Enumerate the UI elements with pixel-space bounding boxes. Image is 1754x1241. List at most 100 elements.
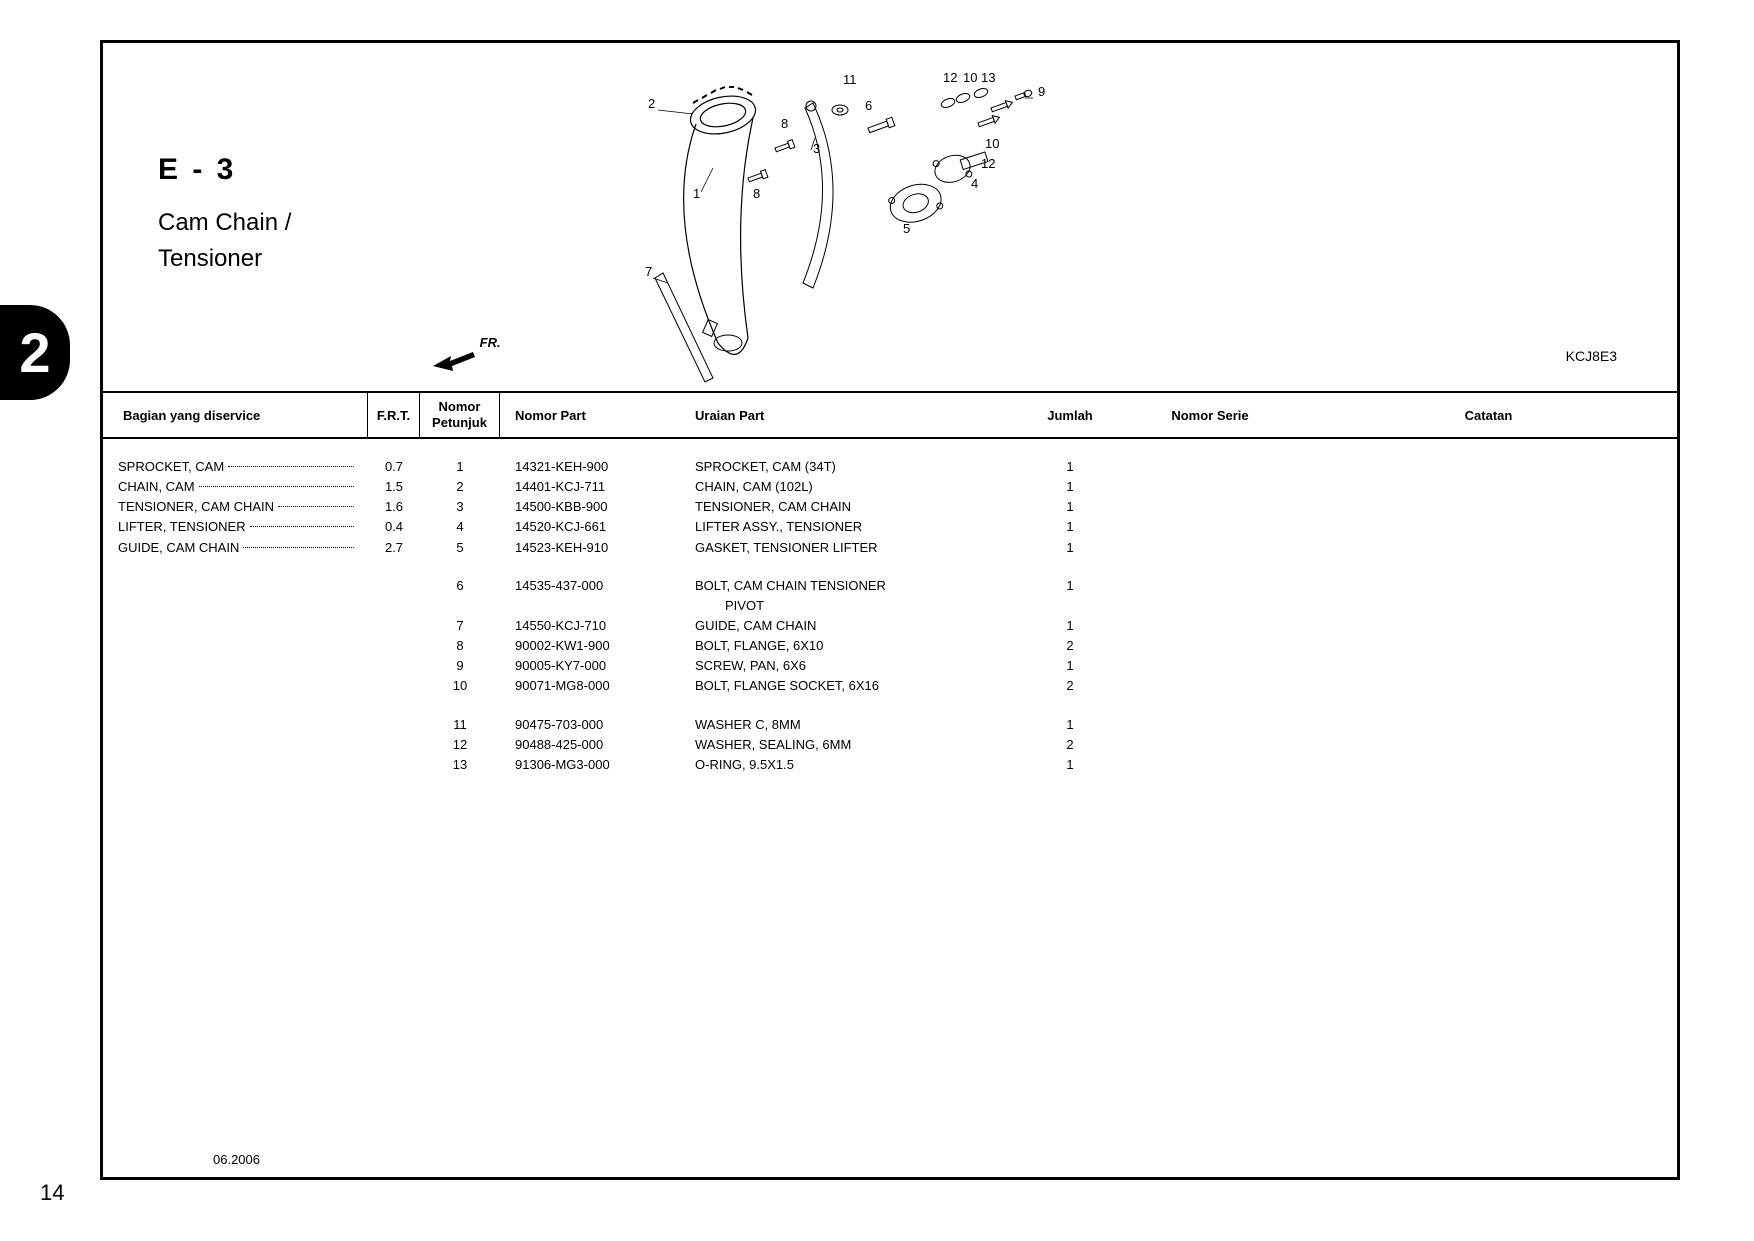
qty-value: 1 — [1020, 616, 1120, 636]
exploded-diagram: 1234567889101011121213 — [553, 68, 1073, 388]
callout-number: 12 — [943, 70, 957, 85]
qty-value: 2 — [1020, 636, 1120, 656]
partno-value: 14535-437-000 — [515, 576, 680, 596]
partno-value: 14520-KCJ-661 — [515, 517, 680, 537]
frt-value: 0.7 — [368, 457, 420, 477]
partno-value: 14321-KEH-900 — [515, 457, 680, 477]
header-catatan: Catatan — [1300, 393, 1677, 437]
callout-number: 8 — [781, 116, 788, 131]
callout-number: 3 — [813, 141, 820, 156]
partno-value: 90002-KW1-900 — [515, 636, 680, 656]
section-title: Cam Chain / Tensioner — [158, 205, 291, 277]
desc-value: GASKET, TENSIONER LIFTER — [695, 538, 1020, 558]
ref-value: 7 — [420, 616, 500, 636]
partno-value: 14523-KEH-910 — [515, 538, 680, 558]
footer-date: 06.2006 — [213, 1152, 260, 1167]
ref-value: 8 — [420, 636, 500, 656]
partno-value: 90488-425-000 — [515, 735, 680, 755]
table-header-row: Bagian yang diservice F.R.T. Nomor Petun… — [103, 393, 1677, 439]
desc-value: BOLT, CAM CHAIN TENSIONER — [695, 576, 1020, 596]
header-serie: Nomor Serie — [1120, 393, 1300, 437]
callout-number: 12 — [981, 156, 995, 171]
callout-number: 7 — [645, 264, 652, 279]
qty-value: 2 — [1020, 735, 1120, 755]
fr-label: FR. — [480, 335, 501, 350]
chapter-tab: 2 — [0, 305, 70, 400]
desc-value: BOLT, FLANGE SOCKET, 6X16 — [695, 676, 1020, 696]
qty-value: 1 — [1020, 538, 1120, 558]
partno-value: 14550-KCJ-710 — [515, 616, 680, 636]
fr-direction-arrow: FR. — [433, 348, 513, 372]
desc-value: O-RING, 9.5X1.5 — [695, 755, 1020, 775]
callout-number: 9 — [1038, 84, 1045, 99]
service-row: TENSIONER, CAM CHAIN — [118, 497, 358, 517]
ref-value: 5 — [420, 538, 500, 558]
partno-value: 14401-KCJ-711 — [515, 477, 680, 497]
service-row: GUIDE, CAM CHAIN — [118, 538, 358, 558]
desc-value: WASHER C, 8MM — [695, 715, 1020, 735]
qty-value: 1 — [1020, 477, 1120, 497]
desc-value: WASHER, SEALING, 6MM — [695, 735, 1020, 755]
desc-value: TENSIONER, CAM CHAIN — [695, 497, 1020, 517]
header-ref: Nomor Petunjuk — [420, 393, 500, 437]
callout-number: 13 — [981, 70, 995, 85]
section-title-line1: Cam Chain / — [158, 209, 291, 236]
desc-value: GUIDE, CAM CHAIN — [695, 616, 1020, 636]
ref-value: 13 — [420, 755, 500, 775]
partno-value: 90005-KY7-000 — [515, 656, 680, 676]
section-title-line2: Tensioner — [158, 245, 262, 272]
desc-value: LIFTER ASSY., TENSIONER — [695, 517, 1020, 537]
ref-value: 6 — [420, 576, 500, 596]
desc-value: SPROCKET, CAM (34T) — [695, 457, 1020, 477]
ref-value: 9 — [420, 656, 500, 676]
callout-number: 10 — [985, 136, 999, 151]
ref-value: 12 — [420, 735, 500, 755]
service-row: CHAIN, CAM — [118, 477, 358, 497]
callout-number: 1 — [693, 186, 700, 201]
callout-number: 5 — [903, 221, 910, 236]
service-row: SPROCKET, CAM — [118, 457, 358, 477]
ref-value: 4 — [420, 517, 500, 537]
desc-value: CHAIN, CAM (102L) — [695, 477, 1020, 497]
partno-value: 90071-MG8-000 — [515, 676, 680, 696]
page-number: 14 — [40, 1180, 64, 1206]
frt-value: 2.7 — [368, 538, 420, 558]
header-partno: Nomor Part — [500, 393, 680, 437]
partno-value: 90475-703-000 — [515, 715, 680, 735]
partno-value: 14500-KBB-900 — [515, 497, 680, 517]
qty-value: 1 — [1020, 755, 1120, 775]
desc-column: SPROCKET, CAM (34T)CHAIN, CAM (102L)TENS… — [680, 457, 1020, 1177]
qty-value: 1 — [1020, 517, 1120, 537]
page-frame: E - 3 Cam Chain / Tensioner FR. — [100, 40, 1680, 1180]
table-body: SPROCKET, CAMCHAIN, CAMTENSIONER, CAM CH… — [103, 439, 1677, 1177]
qty-value: 1 — [1020, 656, 1120, 676]
callout-number: 2 — [648, 96, 655, 111]
header-frt: F.R.T. — [368, 393, 420, 437]
qty-column: 111111 1212121 — [1020, 457, 1120, 1177]
header-service: Bagian yang diservice — [103, 393, 368, 437]
callout-number: 4 — [971, 176, 978, 191]
ref-value: 2 — [420, 477, 500, 497]
frt-column: 0.71.51.60.42.7 — [368, 457, 420, 1177]
ref-value: 1 — [420, 457, 500, 477]
callout-number: 11 — [843, 72, 857, 87]
ref-value: 10 — [420, 676, 500, 696]
desc-value: BOLT, FLANGE, 6X10 — [695, 636, 1020, 656]
header-qty: Jumlah — [1020, 393, 1120, 437]
qty-value: 1 — [1020, 576, 1120, 596]
qty-value: 1 — [1020, 457, 1120, 477]
frt-value: 0.4 — [368, 517, 420, 537]
service-row: LIFTER, TENSIONER — [118, 517, 358, 537]
ref-value: 11 — [420, 715, 500, 735]
qty-value: 1 — [1020, 497, 1120, 517]
service-column: SPROCKET, CAMCHAIN, CAMTENSIONER, CAM CH… — [103, 457, 368, 1177]
partno-value: 91306-MG3-000 — [515, 755, 680, 775]
desc-value-cont: PIVOT — [695, 596, 1020, 616]
callout-number: 8 — [753, 186, 760, 201]
partno-column: 14321-KEH-90014401-KCJ-71114500-KBB-9001… — [500, 457, 680, 1177]
ref-value: 3 — [420, 497, 500, 517]
section-code: E - 3 — [158, 153, 291, 187]
desc-value: SCREW, PAN, 6X6 — [695, 656, 1020, 676]
qty-value: 2 — [1020, 676, 1120, 696]
header-desc: Uraian Part — [680, 393, 1020, 437]
